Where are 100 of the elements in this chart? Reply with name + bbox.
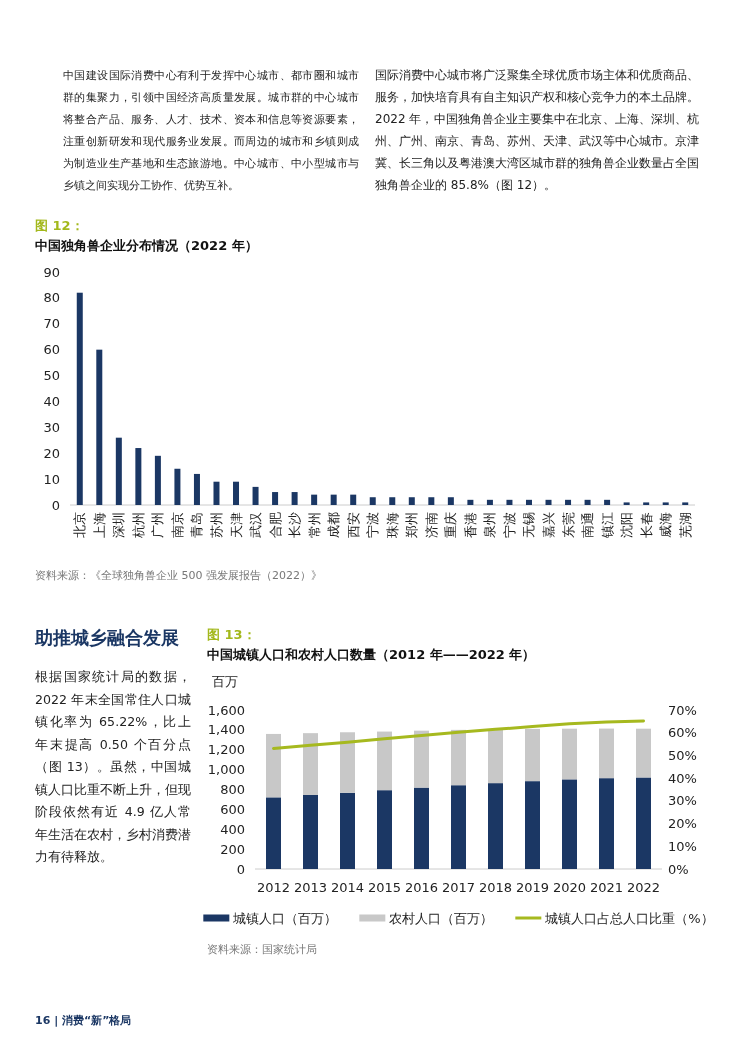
x-tick-label: 2012	[256, 880, 291, 895]
x-tick-label: 南京	[169, 512, 185, 538]
x-tick-label: 长春	[638, 512, 654, 538]
x-tick-label: 2017	[441, 880, 476, 895]
y-tick-label: 1,600	[207, 702, 245, 718]
bar	[636, 777, 651, 869]
legend-label: 农村人口（百万）	[389, 911, 494, 926]
x-tick-label: 上海	[91, 512, 107, 538]
bar	[414, 787, 429, 869]
bar	[599, 728, 614, 779]
chart-title: 中国独角兽企业分布情况（2022 年）	[35, 238, 258, 255]
x-tick-label: 泉州	[482, 512, 498, 538]
bar	[252, 486, 259, 505]
line-series	[272, 719, 645, 750]
y-tick-label: 0	[51, 497, 60, 513]
x-tick-label: 芜湖	[677, 512, 693, 538]
bar	[636, 728, 651, 778]
y-tick-label: 0	[236, 861, 245, 877]
bar	[96, 349, 103, 505]
bar	[369, 497, 376, 505]
y-tick-label: 400	[220, 821, 245, 837]
x-tick-label: 2014	[330, 880, 365, 895]
bar	[135, 448, 142, 505]
text: 根据国家统计局的数据，2022 年末全国常住人口城镇化率为 65.22%，比上年末提高 0.50 个百分点（图 13）。虽然，中国城镇人口比重不断上升，但现阶段依然有近 4.9 亿人常年生活在农村，乡村消费潜力有待释放。	[35, 669, 191, 864]
bar	[291, 492, 298, 505]
x-tick-label: 宁波	[501, 512, 517, 538]
bar	[565, 499, 572, 505]
legend-label: 城镇人口（百万）	[232, 911, 338, 926]
bar	[451, 729, 466, 786]
bar	[682, 502, 689, 505]
y-tick-label: 70	[43, 316, 60, 332]
bar	[303, 794, 318, 869]
x-tick-label: 合肥	[267, 512, 283, 538]
chart-title: 中国城镇人口和农村人口数量（2012 年——2022 年）	[207, 647, 536, 664]
bar	[584, 499, 591, 505]
bar	[506, 499, 513, 505]
bar	[272, 492, 279, 505]
y-axis-title: 百万	[212, 674, 238, 691]
text: 国际消费中心城市将广泛聚集全球优质市场主体和优质商品、服务，加快培育具有自主知识产权和核心竞争力的本土品牌。2022 年，中国独角兽企业主要集中在北京、上海、深圳、杭州、广州、南京、青岛、苏州、天津、武汉等中心城市。京津冀、长三角以及粤港澳大湾区城市群的独角兽企业数量占全国独角兽企业的 85.8%（图 12）。	[375, 67, 699, 194]
y-tick-label: 10	[43, 471, 60, 487]
x-tick-label: 2016	[404, 880, 439, 895]
x-tick-label: 武汉	[248, 512, 264, 538]
x-tick-label: 2019	[515, 880, 550, 895]
bar	[525, 499, 532, 505]
y-tick-label: 20	[43, 445, 60, 461]
bar	[662, 502, 669, 505]
bar	[115, 437, 122, 505]
bar	[525, 781, 540, 869]
x-tick-label: 西安	[345, 512, 361, 538]
bar	[303, 733, 318, 795]
y-tick-label: 80	[43, 290, 60, 306]
bar	[408, 497, 415, 505]
bar	[350, 494, 357, 505]
chart-subtitle: 图 13：	[207, 627, 256, 644]
y-tick-label: 90	[43, 264, 60, 280]
x-tick-label: 成都	[326, 512, 342, 538]
x-tick-label: 珠海	[384, 512, 400, 538]
y-tick-label: 800	[220, 782, 245, 797]
bar	[562, 728, 577, 780]
legend-label: 城镇人口占总人口比重（%）	[544, 911, 714, 926]
x-tick-label: 无锡	[521, 512, 537, 538]
bar	[174, 468, 181, 505]
y-tick-label: 60	[43, 342, 60, 358]
text: 中国建设国际消费中心有利于发挥中心城市、都市圈和城市群的集聚力，引领中国经济高质量发展。城市群的中心城市将整合产品、服务、人才、技术、资本和信息等资源要素，注重创新研发和现代服务业发展。而周边的城市和乡镇则成为制造业生产基地和生态旅游地。中心城市、中小型城市与乡镇之间实现分工协作、优势互补。	[63, 67, 359, 194]
text: 助推城乡融合发展	[35, 626, 179, 650]
bar	[154, 455, 161, 505]
x-tick-label: 深圳	[111, 512, 127, 538]
x-tick-label: 2018	[478, 880, 513, 895]
x-tick-label: 2020	[552, 880, 587, 895]
x-tick-label: 沈阳	[619, 512, 635, 538]
bar	[266, 733, 281, 798]
y-tick-label: 1,000	[207, 762, 245, 778]
text: 资料来源：《全球独角兽企业 500 强发展报告（2022）》	[35, 569, 322, 584]
bar	[428, 497, 435, 505]
bar	[340, 792, 355, 869]
x-tick-label: 苏州	[208, 512, 224, 538]
x-tick-label: 长沙	[287, 512, 303, 538]
bar	[447, 497, 454, 505]
x-tick-label: 宁波	[365, 512, 381, 538]
bar	[233, 481, 240, 505]
x-tick-label: 2021	[589, 880, 624, 895]
bar	[623, 502, 630, 505]
bar	[525, 728, 540, 782]
y-tick-label: 1,400	[207, 722, 245, 738]
x-tick-label: 北京	[72, 512, 88, 538]
bar	[545, 499, 552, 505]
y-tick-label: 200	[220, 841, 245, 857]
x-tick-label: 2015	[367, 880, 402, 895]
x-tick-label: 济南	[423, 512, 439, 538]
bar	[488, 783, 503, 869]
x-tick-label: 常州	[306, 512, 322, 538]
bar	[76, 292, 83, 505]
bar	[266, 797, 281, 869]
bar	[330, 494, 337, 505]
bar	[467, 499, 474, 505]
y-tick-label: 600	[220, 801, 245, 817]
y2-tick-label: 0%	[668, 861, 689, 877]
bar	[377, 790, 392, 869]
bar	[340, 732, 355, 793]
bar	[488, 729, 503, 784]
